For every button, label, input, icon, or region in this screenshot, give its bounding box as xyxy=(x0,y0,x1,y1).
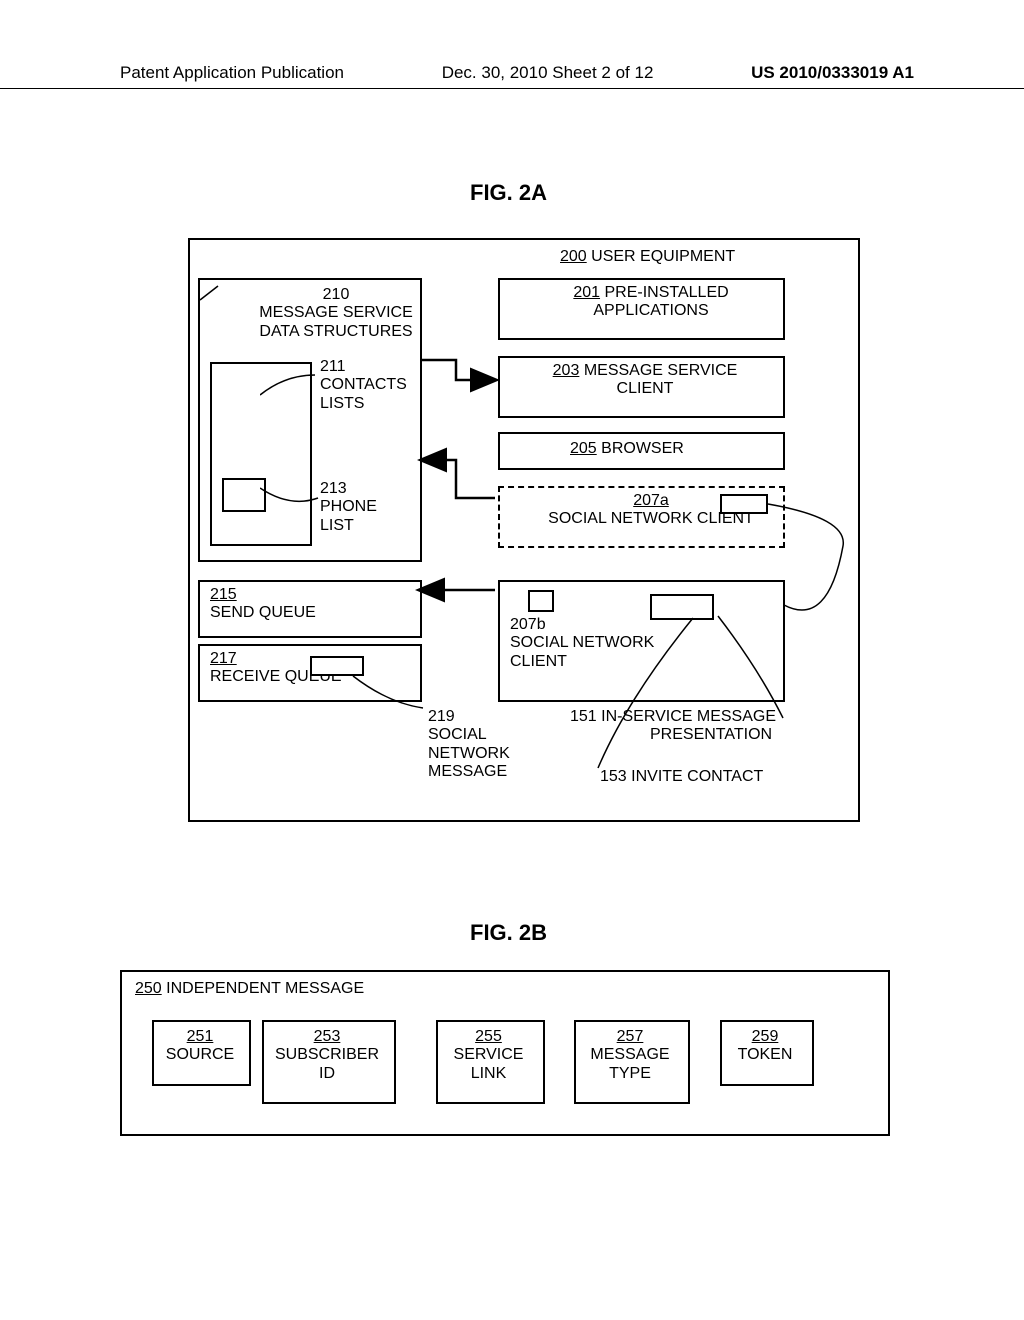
indep-txt: INDEPENDENT MESSAGE xyxy=(166,980,364,997)
fig-2b-title: FIG. 2B xyxy=(470,920,547,946)
header-right: US 2010/0333019 A1 xyxy=(751,63,914,83)
page: Patent Application Publication Dec. 30, … xyxy=(0,0,1024,1320)
svc-txt2: LINK xyxy=(471,1065,507,1082)
sub-txt1: SUBSCRIBER xyxy=(275,1046,379,1063)
tok-num: 259 xyxy=(752,1028,779,1045)
sub-num: 253 xyxy=(314,1028,341,1045)
sub-txt2: ID xyxy=(319,1065,335,1082)
svc-txt1: SERVICE xyxy=(454,1046,524,1063)
mt-num: 257 xyxy=(617,1028,644,1045)
src-num: 251 xyxy=(187,1028,214,1045)
header-left: Patent Application Publication xyxy=(120,63,344,83)
indep-num: 250 xyxy=(135,980,162,997)
page-header: Patent Application Publication Dec. 30, … xyxy=(0,88,1024,89)
tok-txt: TOKEN xyxy=(738,1046,793,1063)
header-mid: Dec. 30, 2010 Sheet 2 of 12 xyxy=(442,63,654,83)
fig2a-arrows xyxy=(188,238,858,820)
mt-txt1: MESSAGE xyxy=(590,1046,669,1063)
fig-2a-title: FIG. 2A xyxy=(470,180,547,206)
mt-txt2: TYPE xyxy=(609,1065,651,1082)
src-txt: SOURCE xyxy=(166,1046,234,1063)
svc-num: 255 xyxy=(475,1028,502,1045)
